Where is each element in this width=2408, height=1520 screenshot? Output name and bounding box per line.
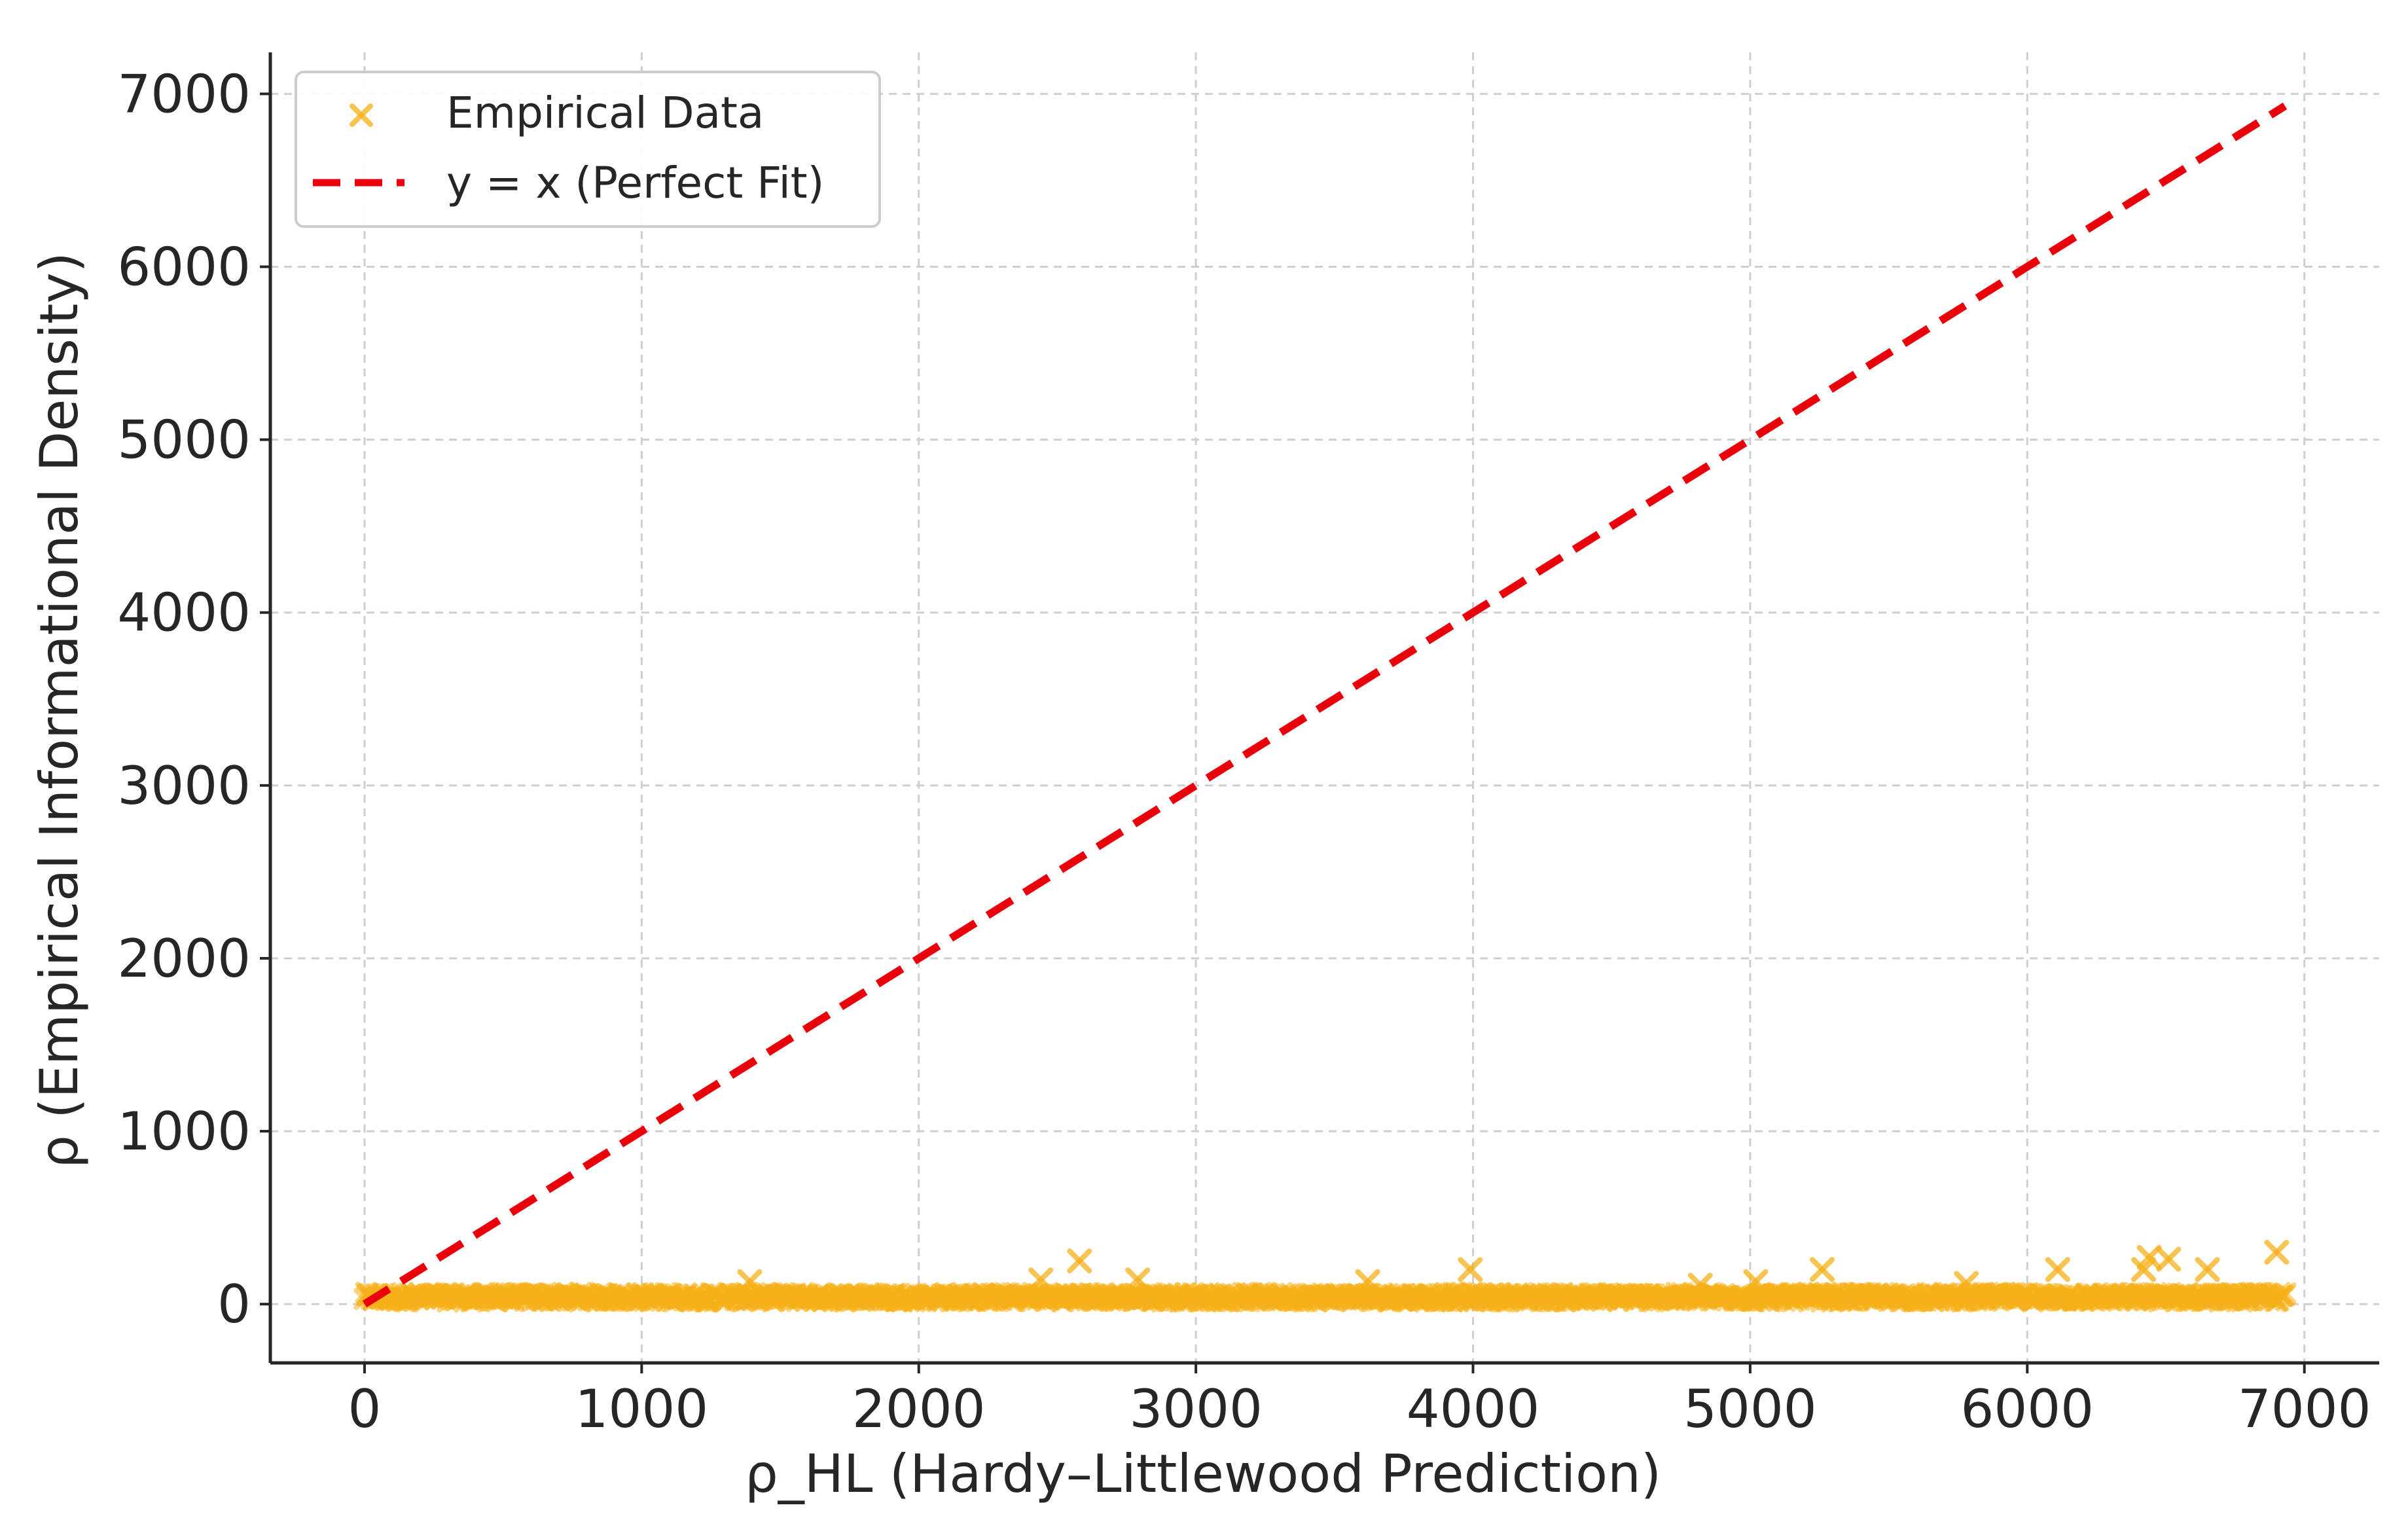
perfect-fit-line (362, 102, 2288, 1308)
line-series-perfect-fit (362, 102, 2288, 1308)
y-tick-label: 0 (217, 1274, 251, 1335)
legend-marker-empirical-data (350, 103, 373, 127)
data-point (2274, 1282, 2297, 1305)
y-tick-label: 4000 (117, 583, 251, 643)
y-tick-label: 1000 (117, 1101, 251, 1162)
y-tick-label: 2000 (117, 928, 251, 989)
data-point-outlier (1954, 1271, 1979, 1296)
legend-marker-x (350, 103, 373, 127)
legend: Empirical Data y = x (Perfect Fit) (295, 71, 881, 228)
legend-frame (295, 71, 881, 228)
x-axis-ticks: 0 1000 2000 3000 4000 5000 6000 7000 (348, 1363, 2371, 1439)
x-tick-label: 6000 (1960, 1379, 2094, 1439)
scatter-series-empirical-data (353, 1239, 2297, 1313)
y-tick-label: 5000 (117, 410, 251, 471)
y-tick-label: 7000 (117, 63, 251, 124)
data-point-outlier (1355, 1269, 1380, 1294)
x-tick-label: 2000 (852, 1379, 986, 1439)
data-point-outlier (1125, 1267, 1151, 1293)
data-point-outlier (2045, 1257, 2070, 1282)
y-axis-label: ρ (Empirical Informational Density) (29, 252, 90, 1168)
y-tick-label: 3000 (117, 755, 251, 816)
data-point-outlier (2195, 1257, 2220, 1282)
data-point-outlier (2131, 1257, 2157, 1282)
data-point-outlier (1743, 1269, 1769, 1294)
data-point-outlier (1028, 1267, 1054, 1293)
data-point-outlier (2136, 1244, 2162, 1270)
data-point-outlier (1067, 1248, 1092, 1274)
x-tick-label: 3000 (1129, 1379, 1263, 1439)
x-tick-label: 1000 (575, 1379, 709, 1439)
data-point-outlier (2264, 1239, 2290, 1265)
x-tick-label: 5000 (1683, 1379, 1817, 1439)
data-point-outlier (1809, 1257, 1835, 1282)
legend-label-empirical-data: Empirical Data (446, 88, 764, 138)
x-tick-label: 7000 (2238, 1379, 2371, 1439)
data-point-outlier (1687, 1273, 1713, 1298)
y-axis-ticks: 0 1000 2000 3000 4000 5000 6000 7000 (117, 63, 270, 1335)
y-tick-label: 6000 (117, 237, 251, 298)
data-point-outlier (1458, 1257, 1483, 1282)
x-tick-label: 0 (348, 1379, 381, 1439)
x-tick-label: 4000 (1407, 1379, 1540, 1439)
data-point-outlier (737, 1269, 763, 1294)
x-axis-label: ρ_HL (Hardy–Littlewood Prediction) (745, 1443, 1661, 1504)
legend-label-perfect-fit: y = x (Perfect Fit) (446, 158, 824, 208)
data-point-outlier (2156, 1246, 2182, 1272)
